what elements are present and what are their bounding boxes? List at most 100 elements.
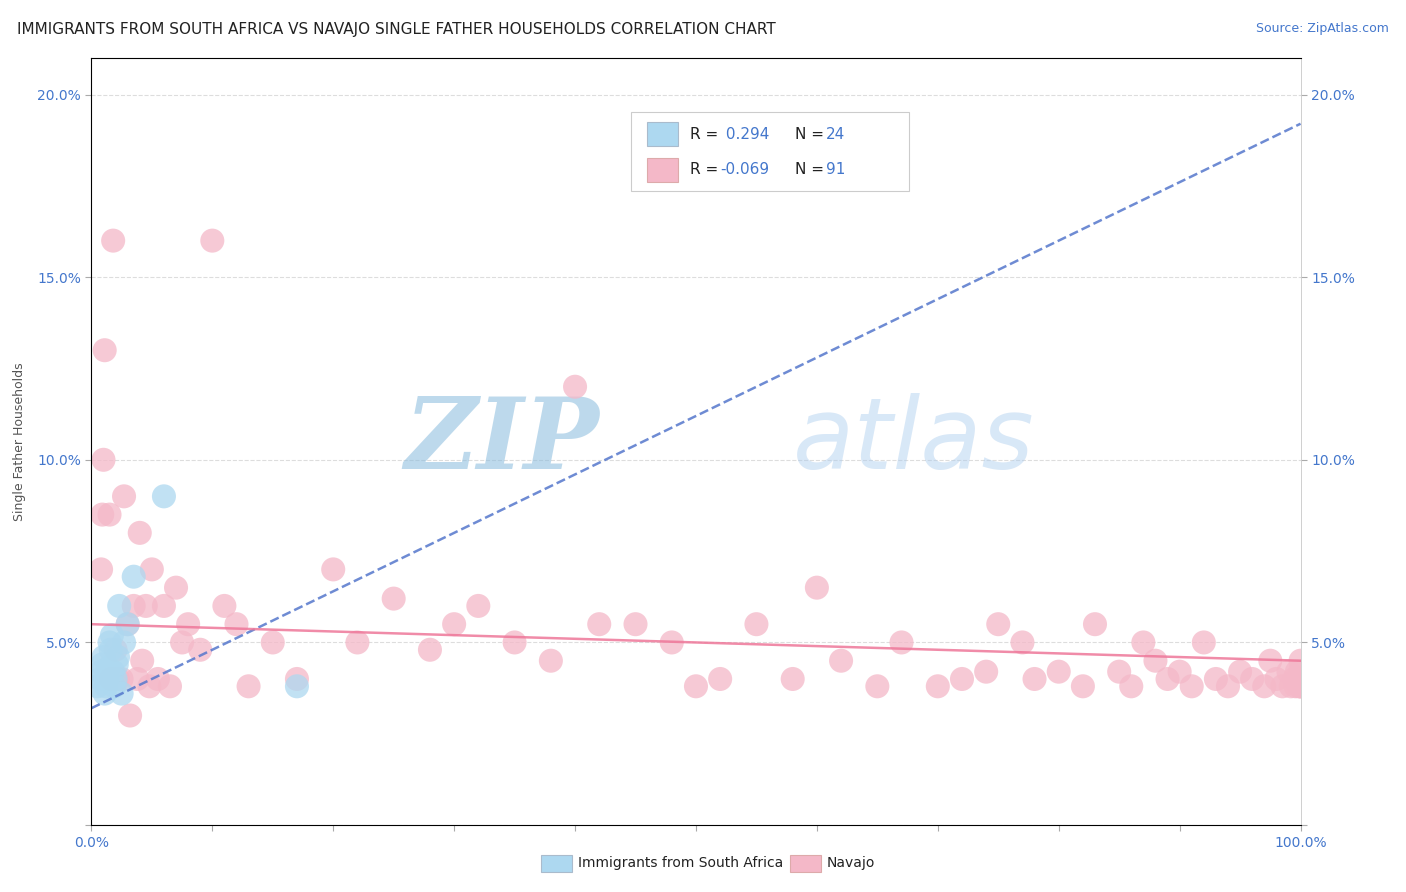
Point xyxy=(91,657,114,672)
Point xyxy=(98,635,121,649)
Point xyxy=(419,642,441,657)
Point xyxy=(1084,617,1107,632)
Point xyxy=(285,679,308,693)
Text: 24: 24 xyxy=(827,127,845,142)
Text: ZIP: ZIP xyxy=(405,393,599,490)
Point xyxy=(159,679,181,693)
Point xyxy=(1289,672,1312,686)
Point xyxy=(86,679,108,693)
Point xyxy=(1229,665,1251,679)
Point xyxy=(93,687,115,701)
Point xyxy=(1047,665,1070,679)
Point xyxy=(624,617,647,632)
Point xyxy=(503,635,526,649)
Point xyxy=(1289,679,1312,693)
Point xyxy=(90,562,112,576)
Point xyxy=(100,672,122,686)
Point xyxy=(685,679,707,693)
Point xyxy=(830,654,852,668)
Point xyxy=(98,508,121,522)
Point xyxy=(122,570,145,584)
Point xyxy=(709,672,731,686)
Point xyxy=(107,650,129,665)
Point xyxy=(141,562,163,576)
Point xyxy=(1156,672,1178,686)
Point xyxy=(89,672,111,686)
Point xyxy=(105,657,128,672)
Point xyxy=(188,642,211,657)
Y-axis label: Single Father Households: Single Father Households xyxy=(13,362,25,521)
Point xyxy=(108,599,131,613)
Point xyxy=(1289,654,1312,668)
Point xyxy=(1284,672,1306,686)
Text: atlas: atlas xyxy=(793,393,1035,490)
Point xyxy=(782,672,804,686)
Point xyxy=(104,642,127,657)
Point xyxy=(285,672,308,686)
Point xyxy=(540,654,562,668)
Point xyxy=(1265,672,1288,686)
Point xyxy=(1144,654,1167,668)
Point xyxy=(1277,665,1299,679)
Point xyxy=(111,672,132,686)
Point xyxy=(1285,665,1308,679)
Point xyxy=(1289,665,1312,679)
Text: 91: 91 xyxy=(827,162,845,178)
Point xyxy=(1181,679,1204,693)
Point xyxy=(1132,635,1154,649)
Text: R =: R = xyxy=(690,127,723,142)
Point xyxy=(262,635,284,649)
Point xyxy=(443,617,465,632)
Point xyxy=(1121,679,1143,693)
Point xyxy=(1286,672,1309,686)
Point xyxy=(172,635,194,649)
Point xyxy=(214,599,236,613)
Text: Immigrants from South Africa: Immigrants from South Africa xyxy=(578,856,783,871)
Point xyxy=(127,672,149,686)
Point xyxy=(1285,679,1308,693)
Point xyxy=(1289,679,1312,693)
Point xyxy=(93,650,115,665)
Point xyxy=(131,654,153,668)
Point xyxy=(974,665,997,679)
Point xyxy=(1271,679,1294,693)
Point xyxy=(987,617,1010,632)
Point xyxy=(100,642,122,657)
Text: -0.069: -0.069 xyxy=(721,162,769,178)
Point xyxy=(1288,679,1310,693)
Point xyxy=(146,672,169,686)
Point xyxy=(745,617,768,632)
Point xyxy=(1024,672,1046,686)
Point xyxy=(91,508,114,522)
Point xyxy=(1216,679,1239,693)
Point xyxy=(564,380,586,394)
Point xyxy=(112,635,135,649)
Text: 0.294: 0.294 xyxy=(721,127,769,142)
Point xyxy=(90,665,112,679)
Point xyxy=(97,661,120,675)
Point xyxy=(107,672,129,686)
Point xyxy=(96,672,118,686)
Point xyxy=(1289,679,1312,693)
Text: R =: R = xyxy=(690,162,723,178)
Point xyxy=(927,679,949,693)
Point xyxy=(153,489,176,503)
Point xyxy=(1168,665,1191,679)
Point xyxy=(1108,665,1130,679)
Point xyxy=(117,617,139,632)
Point xyxy=(467,599,489,613)
Text: Source: ZipAtlas.com: Source: ZipAtlas.com xyxy=(1256,22,1389,36)
Point xyxy=(1205,672,1227,686)
Point xyxy=(103,679,125,693)
Point xyxy=(122,599,145,613)
Point xyxy=(890,635,912,649)
Point xyxy=(101,234,124,248)
Point xyxy=(138,679,160,693)
Point xyxy=(950,672,973,686)
Point xyxy=(128,525,150,540)
Point xyxy=(225,617,247,632)
Point xyxy=(112,489,135,503)
Point xyxy=(1289,672,1312,686)
Point xyxy=(111,687,132,701)
Point xyxy=(104,672,127,686)
